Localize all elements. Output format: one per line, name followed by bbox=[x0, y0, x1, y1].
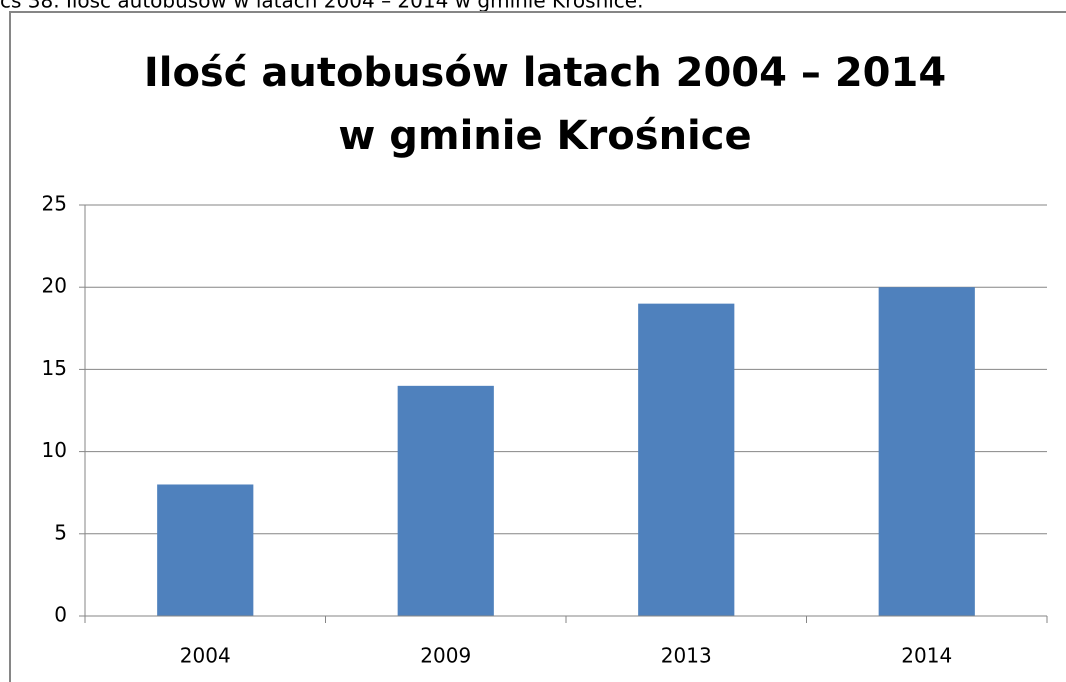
caption: cs 38. Ilość autobusów w latach 2004 – 2… bbox=[0, 0, 643, 13]
bar bbox=[638, 303, 735, 616]
y-tick-label: 0 bbox=[54, 603, 67, 627]
chart-title: Ilość autobusów latach 2004 – 2014 bbox=[144, 50, 946, 96]
y-tick-label: 15 bbox=[42, 356, 67, 380]
x-tick-label: 2004 bbox=[180, 644, 231, 668]
bar bbox=[157, 484, 254, 616]
bar bbox=[397, 385, 494, 616]
chart-title: w gminie Krośnice bbox=[338, 113, 751, 159]
x-tick-label: 2009 bbox=[420, 644, 471, 668]
x-tick-label: 2014 bbox=[901, 644, 952, 668]
y-tick-label: 25 bbox=[42, 192, 67, 216]
bar bbox=[878, 287, 975, 616]
y-tick-label: 10 bbox=[42, 438, 67, 462]
y-tick-label: 20 bbox=[42, 274, 67, 298]
x-tick-label: 2013 bbox=[661, 644, 712, 668]
y-tick-label: 5 bbox=[54, 520, 67, 544]
